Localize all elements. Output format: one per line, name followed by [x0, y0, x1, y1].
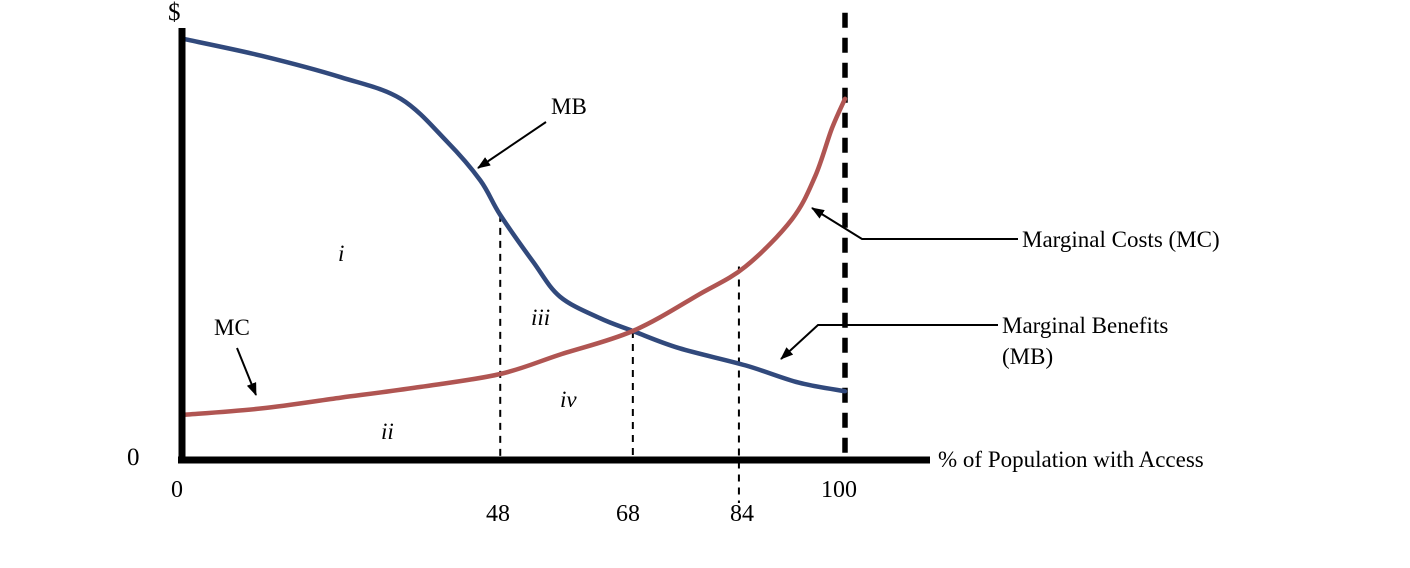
- mb-legend-label: Marginal Benefits (MB): [1002, 313, 1169, 370]
- mc-legend-connector-arrow: [811, 207, 1018, 240]
- region-label-ii: ii: [381, 419, 394, 444]
- mb-curve: [179, 36, 848, 394]
- x-tick-0: 0: [171, 477, 183, 503]
- mc-legend-label: Marginal Costs (MC): [1022, 227, 1220, 252]
- x-tick-84: 84: [730, 501, 754, 527]
- mb-curve-label: MB: [551, 94, 587, 119]
- plot-layer: [179, 12, 848, 503]
- region-label-i: i: [338, 241, 345, 266]
- mc-curve: [179, 96, 848, 418]
- mb-label-arrow: [477, 121, 547, 169]
- y-axis-label: $: [168, 0, 181, 26]
- x-tick-48: 48: [486, 501, 510, 527]
- mc-curve-label: MC: [214, 315, 250, 340]
- mc-label-arrow: [236, 347, 257, 396]
- region-label-iii: iii: [531, 305, 551, 330]
- mb-legend-connector-arrow: [780, 324, 998, 360]
- origin-zero-label: 0: [127, 444, 140, 471]
- x-tick-68: 68: [616, 501, 640, 527]
- region-label-iv: iv: [560, 387, 577, 412]
- x-tick-100: 100: [821, 477, 857, 503]
- x-axis-label: % of Population with Access: [938, 447, 1204, 472]
